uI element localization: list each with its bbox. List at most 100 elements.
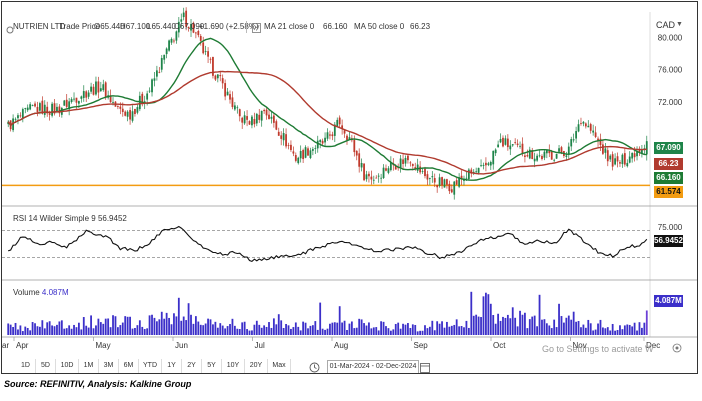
- candle-body: [131, 111, 134, 121]
- period-button-3m[interactable]: 3M: [99, 359, 119, 373]
- volume-bar: [255, 320, 258, 335]
- candle: [436, 184, 439, 193]
- instrument-icon[interactable]: [6, 21, 14, 39]
- volume-bar: [575, 321, 578, 335]
- volume-bar: [463, 327, 465, 335]
- volume-bar: [192, 323, 195, 335]
- candle-body: [506, 138, 509, 148]
- settings-icon[interactable]: [672, 340, 682, 358]
- candle: [404, 155, 407, 167]
- candle: [338, 115, 341, 128]
- volume-bar: [619, 325, 621, 335]
- candle: [92, 83, 95, 96]
- candle-body: [12, 118, 14, 131]
- candle-body: [399, 158, 402, 169]
- candle-body: [311, 149, 314, 151]
- candle-body: [294, 155, 297, 161]
- volume-bar: [199, 324, 202, 335]
- rsi-label: RSI 14 Wilder Simple 9 56.9452: [13, 214, 127, 223]
- calendar-icon[interactable]: [309, 360, 320, 373]
- volume-bar: [636, 330, 638, 335]
- candle: [584, 122, 587, 129]
- volume-bar: [212, 324, 214, 335]
- candle: [565, 151, 568, 161]
- volume-bar: [504, 317, 507, 335]
- volume-bar: [497, 313, 500, 335]
- volume-bar: [599, 319, 602, 335]
- price-tick-label: 80.000: [658, 34, 683, 43]
- candle-body: [85, 91, 88, 98]
- period-button-5d[interactable]: 5D: [36, 359, 56, 373]
- candle: [409, 161, 412, 167]
- candle: [292, 146, 295, 157]
- volume-bar: [499, 320, 502, 335]
- volume-bar: [455, 319, 458, 335]
- volume-bar: [548, 325, 551, 335]
- currency-selector[interactable]: CAD: [656, 20, 676, 30]
- volume-bar: [99, 322, 102, 335]
- candle-body: [402, 159, 404, 164]
- volume-bar: [343, 320, 346, 335]
- period-button-1y[interactable]: 1Y: [162, 359, 182, 373]
- candle: [458, 173, 461, 189]
- candle-body: [604, 148, 607, 153]
- volume-bar: [467, 327, 470, 335]
- period-button-10y[interactable]: 10Y: [222, 359, 245, 373]
- date-range-selector[interactable]: 01-Mar-2024 - 02-Dec-2024: [327, 360, 419, 373]
- volume-bar: [299, 330, 302, 335]
- candle: [214, 74, 217, 82]
- candle-body: [370, 176, 373, 180]
- volume-bar: [368, 322, 370, 335]
- candle: [402, 154, 404, 171]
- volume-bar: [453, 324, 456, 335]
- period-button-20y[interactable]: 20Y: [245, 359, 268, 373]
- candle: [268, 109, 270, 120]
- period-button-1m[interactable]: 1M: [79, 359, 99, 373]
- candle: [450, 184, 453, 194]
- volume-bar: [631, 326, 634, 335]
- candle-body: [487, 163, 490, 165]
- candle: [212, 56, 214, 79]
- volume-bar: [287, 325, 290, 335]
- candle: [399, 154, 402, 173]
- candle-body: [324, 137, 326, 143]
- period-button-2y[interactable]: 2Y: [182, 359, 202, 373]
- candle-body: [431, 176, 434, 178]
- date-picker-icon[interactable]: [420, 360, 430, 373]
- candle: [431, 171, 434, 183]
- candle: [343, 129, 346, 138]
- candle-body: [587, 125, 590, 128]
- volume-bar: [524, 312, 526, 335]
- candle: [102, 79, 105, 92]
- candle: [43, 100, 46, 118]
- candle-body: [58, 106, 61, 114]
- indicator-toggle-icon[interactable]: [252, 20, 261, 38]
- period-button-10d[interactable]: 10D: [56, 359, 79, 373]
- candle-body: [231, 97, 234, 108]
- candle-body: [570, 139, 573, 147]
- volume-bar: [65, 328, 68, 335]
- candle: [70, 97, 73, 104]
- period-button-1d[interactable]: 1D: [16, 359, 36, 373]
- candle: [472, 169, 475, 176]
- volume-bar: [7, 323, 10, 335]
- candle: [82, 85, 85, 102]
- currency-caret-icon[interactable]: ▼: [676, 21, 683, 28]
- period-button-max[interactable]: Max: [268, 359, 291, 373]
- candle-body: [375, 177, 378, 179]
- volume-bar: [346, 330, 348, 335]
- period-button-ytd[interactable]: YTD: [139, 359, 162, 373]
- candle: [494, 148, 497, 156]
- candle: [424, 166, 426, 179]
- volume-bar: [173, 313, 175, 335]
- candle-body: [616, 156, 619, 162]
- candle-body: [465, 177, 468, 179]
- candle: [597, 136, 599, 147]
- volume-bar: [326, 328, 329, 335]
- candle: [224, 79, 227, 101]
- instrument-name[interactable]: NUTRIEN LTD: [13, 22, 66, 31]
- candle-body: [526, 155, 529, 157]
- period-button-5y[interactable]: 5Y: [202, 359, 222, 373]
- candle-body: [433, 178, 436, 183]
- period-button-6m[interactable]: 6M: [119, 359, 139, 373]
